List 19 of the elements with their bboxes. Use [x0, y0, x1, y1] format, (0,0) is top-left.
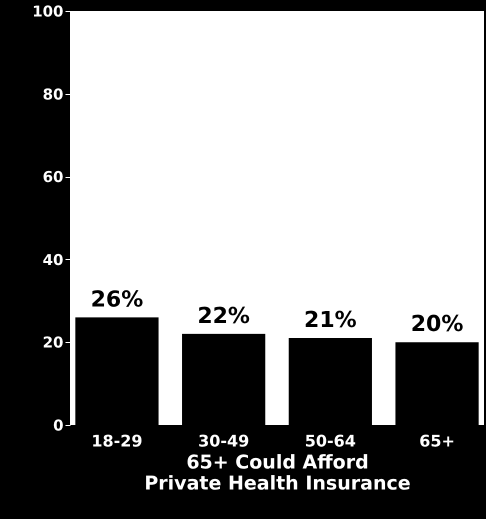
- y-tick-label: 100: [32, 2, 64, 20]
- x-tick-label: 65+: [419, 432, 455, 450]
- x-tick-label: 18-29: [91, 432, 143, 450]
- data-label: 20%: [410, 312, 464, 338]
- x-axis-title: 65+ Could Afford Private Health Insurance: [144, 452, 411, 494]
- bar: [75, 317, 159, 425]
- y-tick-label: 60: [42, 168, 64, 186]
- y-tick-label: 40: [42, 250, 64, 269]
- x-tick-label: 50-64: [304, 432, 356, 450]
- y-tick-label: 0: [53, 416, 64, 434]
- data-label: 22%: [197, 304, 250, 329]
- data-label: 26%: [90, 287, 144, 312]
- bar: [182, 334, 266, 425]
- y-tick-label: 80: [42, 85, 64, 104]
- bar: [395, 342, 479, 425]
- x-tick-label: 30-49: [198, 432, 250, 450]
- data-label: 21%: [304, 308, 357, 334]
- y-tick-label: 20: [42, 334, 64, 352]
- bar: [288, 338, 372, 425]
